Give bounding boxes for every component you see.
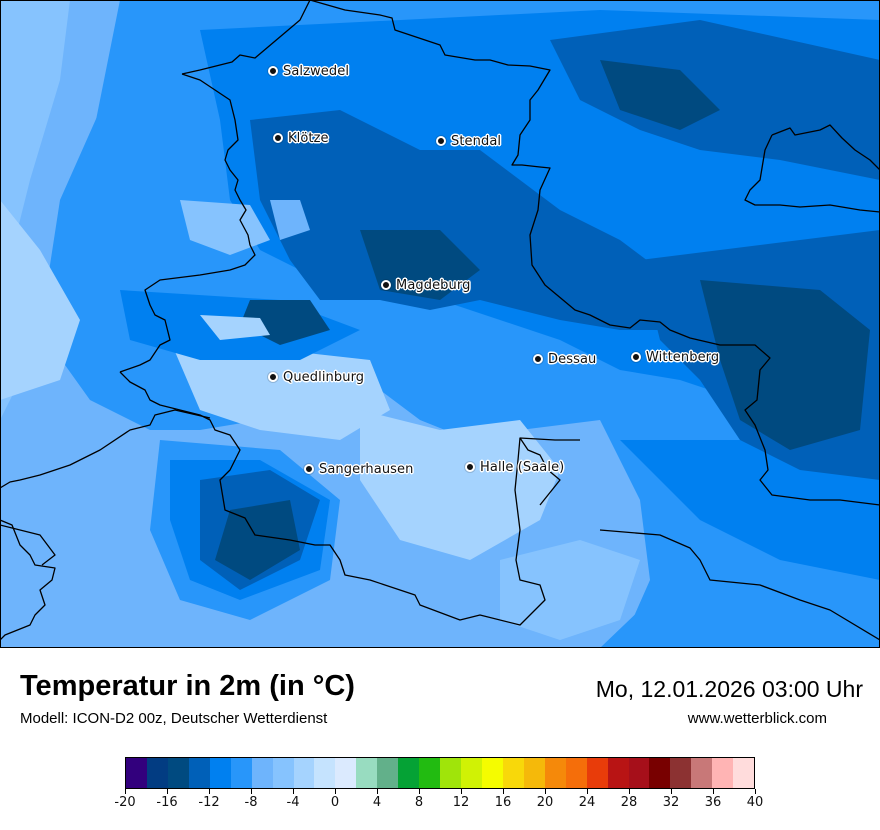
colorbar-tick-label: -8 <box>244 795 258 810</box>
city-dot-icon <box>533 354 543 364</box>
colorbar-tick <box>712 789 714 794</box>
city-label: Dessau <box>548 351 597 367</box>
city-marker-halle-saale[interactable]: Halle (Saale) <box>465 458 564 476</box>
colorbar-bin <box>733 758 755 788</box>
city-dot-icon <box>268 372 278 382</box>
colorbar-bin <box>251 758 273 788</box>
colorbar-tick-label: 28 <box>620 795 638 810</box>
city-dot-icon <box>273 133 283 143</box>
colorbar-bin <box>565 758 587 788</box>
colorbar-bin <box>230 758 252 788</box>
city-label: Halle (Saale) <box>480 459 565 475</box>
city-label: Magdeburg <box>396 277 471 293</box>
colorbar-tick-label: 8 <box>414 795 424 810</box>
colorbar-tick <box>418 789 420 794</box>
city-dot-icon <box>268 66 278 76</box>
colorbar-tick-label: 0 <box>330 795 340 810</box>
colorbar-bin <box>440 758 461 788</box>
colorbar-tick <box>670 789 672 794</box>
colorbar-tick <box>376 789 378 794</box>
colorbar-bin <box>607 758 629 788</box>
colorbar-bin <box>188 758 210 788</box>
city-dot-icon <box>465 462 475 472</box>
colorbar-tick-label: -4 <box>286 795 300 810</box>
temperature-map: Salzwedel Klötze Stendal Magdeburg Dessa… <box>0 0 880 648</box>
colorbar-bin <box>146 758 168 788</box>
city-dot-icon <box>304 464 314 474</box>
colorbar-bin <box>544 758 566 788</box>
city-marker-stendal[interactable]: Stendal <box>436 132 501 150</box>
colorbar-bin <box>356 758 378 788</box>
city-marker-quedlinburg[interactable]: Quedlinburg <box>268 368 364 386</box>
chart-title: Temperatur in 2m (in °C) <box>20 670 355 702</box>
city-label: Quedlinburg <box>283 369 365 385</box>
colorbar-bin <box>293 758 315 788</box>
colorbar-bin <box>419 758 441 788</box>
temperature-field <box>0 0 880 648</box>
colorbar-bin <box>586 758 608 788</box>
colorbar-tick-label: -20 <box>114 795 136 810</box>
colorbar-tick-label: 4 <box>372 795 382 810</box>
city-label: Salzwedel <box>283 63 350 79</box>
colorbar-tick-label: 36 <box>704 795 722 810</box>
colorbar-tick <box>544 789 546 794</box>
city-marker-magdeburg[interactable]: Magdeburg <box>381 276 470 294</box>
city-marker-kloetze[interactable]: Klötze <box>273 129 329 147</box>
city-dot-icon <box>631 352 641 362</box>
colorbar-bin <box>523 758 545 788</box>
state-borders <box>0 0 880 641</box>
colorbar-bin <box>712 758 734 788</box>
colorbar-tick <box>628 789 630 794</box>
colorbar-bin <box>649 758 671 788</box>
colorbar-bin <box>314 758 336 788</box>
colorbar-bin <box>167 758 189 788</box>
colorbar-bin <box>377 758 399 788</box>
colorbar-tick <box>754 789 756 794</box>
colorbar-tick <box>586 789 588 794</box>
model-subtitle: Modell: ICON-D2 00z, Deutscher Wetterdie… <box>20 710 328 727</box>
colorbar-bin <box>481 758 503 788</box>
website-link[interactable]: www.wetterblick.com <box>687 710 827 727</box>
colorbar-tick-label: 24 <box>578 795 596 810</box>
colorbar-bin <box>670 758 692 788</box>
city-marker-dessau[interactable]: Dessau <box>533 350 596 368</box>
colorbar-tick <box>208 789 210 794</box>
colorbar-bin <box>461 758 482 788</box>
colorbar-tick-label: 16 <box>494 795 512 810</box>
colorbar-tick-label: -12 <box>198 795 220 810</box>
colorbar-tick-label: -16 <box>156 795 178 810</box>
city-label: Klötze <box>288 130 329 146</box>
colorbar-bin <box>209 758 231 788</box>
colorbar-tick <box>166 789 168 794</box>
colorbar-bin <box>502 758 524 788</box>
colorbar-tick <box>502 789 504 794</box>
colorbar-bin <box>398 758 420 788</box>
colorbar-tick-label: 12 <box>452 795 470 810</box>
city-marker-sangerhausen[interactable]: Sangerhausen <box>304 460 413 478</box>
colorbar-bin <box>335 758 357 788</box>
colorbar-bin <box>126 758 147 788</box>
city-marker-wittenberg[interactable]: Wittenberg <box>631 348 719 366</box>
colorbar-tick <box>250 789 252 794</box>
colorbar <box>125 757 755 789</box>
colorbar-bin <box>691 758 713 788</box>
colorbar-tick-label: 20 <box>536 795 554 810</box>
colorbar-tick <box>292 789 294 794</box>
colorbar-bin <box>628 758 650 788</box>
colorbar-tick <box>334 789 336 794</box>
colorbar-ticks: -20 -16 -12 -8 -4 0 4 8 12 16 20 24 28 32 36 40 <box>114 789 763 819</box>
valid-datetime: Mo, 12.01.2026 03:00 Uhr <box>595 676 863 702</box>
city-label: Stendal <box>451 133 502 149</box>
city-marker-salzwedel[interactable]: Salzwedel <box>268 62 349 80</box>
colorbar-tick <box>124 789 126 794</box>
colorbar-tick-label: 40 <box>746 795 764 810</box>
city-dot-icon <box>436 136 446 146</box>
city-label: Sangerhausen <box>319 461 414 477</box>
colorbar-tick <box>460 789 462 794</box>
colorbar-tick-label: 32 <box>662 795 680 810</box>
colorbar-bin <box>272 758 294 788</box>
city-label: Wittenberg <box>646 349 720 365</box>
city-dot-icon <box>381 280 391 290</box>
